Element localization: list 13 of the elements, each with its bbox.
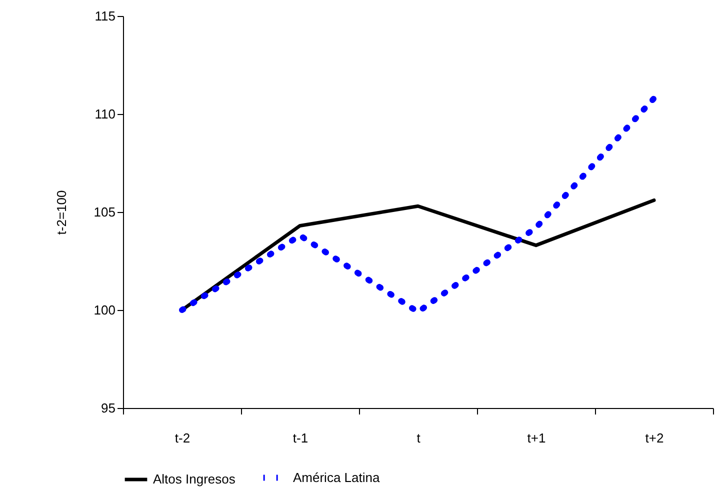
legend-label: América Latina — [293, 470, 380, 485]
x-tick-label: t-2 — [174, 430, 190, 446]
x-tick-label: t+1 — [527, 430, 546, 446]
y-tick-label: 95 — [101, 400, 116, 416]
y-axis-title: t-2=100 — [54, 190, 69, 235]
x-tick-label: t+2 — [645, 430, 664, 446]
y-tick-label: 100 — [94, 302, 116, 318]
y-tick-label: 115 — [94, 8, 116, 24]
x-tick-label: t-1 — [292, 430, 308, 446]
x-tick-label: t — [416, 430, 421, 446]
y-tick-label: 105 — [94, 204, 116, 220]
y-tick-label: 110 — [94, 106, 116, 122]
legend-label: Altos Ingresos — [153, 472, 236, 486]
